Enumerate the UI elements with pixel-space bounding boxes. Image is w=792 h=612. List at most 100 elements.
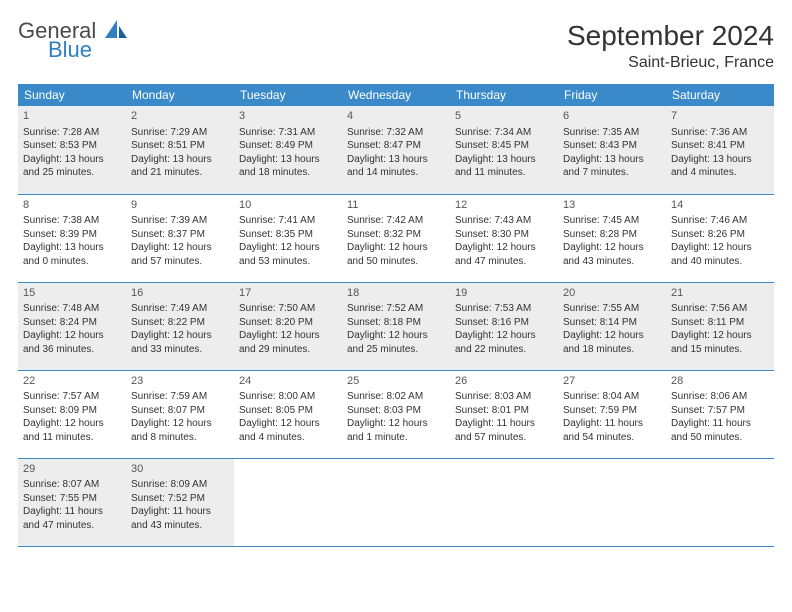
sunset-line: Sunset: 8:53 PM <box>23 139 121 153</box>
calendar-cell: 10Sunrise: 7:41 AMSunset: 8:35 PMDayligh… <box>234 194 342 282</box>
daylight-line: Daylight: 12 hours and 43 minutes. <box>563 241 661 268</box>
calendar-cell: 15Sunrise: 7:48 AMSunset: 8:24 PMDayligh… <box>18 282 126 370</box>
month-title: September 2024 <box>567 20 774 52</box>
logo-text-block: General Blue <box>18 20 127 61</box>
calendar-cell: 25Sunrise: 8:02 AMSunset: 8:03 PMDayligh… <box>342 370 450 458</box>
sunrise-line: Sunrise: 7:32 AM <box>347 126 445 140</box>
sunset-line: Sunset: 7:59 PM <box>563 404 661 418</box>
weekday-row: SundayMondayTuesdayWednesdayThursdayFrid… <box>18 84 774 106</box>
day-number: 30 <box>131 462 229 477</box>
calendar-cell <box>666 458 774 546</box>
sunrise-line: Sunrise: 7:43 AM <box>455 214 553 228</box>
sunrise-line: Sunrise: 7:31 AM <box>239 126 337 140</box>
calendar-cell: 23Sunrise: 7:59 AMSunset: 8:07 PMDayligh… <box>126 370 234 458</box>
daylight-line: Daylight: 12 hours and 50 minutes. <box>347 241 445 268</box>
weekday-header: Friday <box>558 84 666 106</box>
day-number: 15 <box>23 286 121 301</box>
calendar-cell: 17Sunrise: 7:50 AMSunset: 8:20 PMDayligh… <box>234 282 342 370</box>
day-number: 22 <box>23 374 121 389</box>
daylight-line: Daylight: 12 hours and 1 minute. <box>347 417 445 444</box>
sunset-line: Sunset: 7:55 PM <box>23 492 121 506</box>
sunrise-line: Sunrise: 7:34 AM <box>455 126 553 140</box>
logo-blue: Blue <box>48 39 127 61</box>
daylight-line: Daylight: 13 hours and 7 minutes. <box>563 153 661 180</box>
sunset-line: Sunset: 8:47 PM <box>347 139 445 153</box>
sunrise-line: Sunrise: 7:29 AM <box>131 126 229 140</box>
daylight-line: Daylight: 11 hours and 47 minutes. <box>23 505 121 532</box>
sunset-line: Sunset: 8:37 PM <box>131 228 229 242</box>
daylight-line: Daylight: 12 hours and 47 minutes. <box>455 241 553 268</box>
logo-sail-icon <box>105 25 127 42</box>
sunrise-line: Sunrise: 7:39 AM <box>131 214 229 228</box>
sunset-line: Sunset: 8:11 PM <box>671 316 769 330</box>
day-number: 23 <box>131 374 229 389</box>
day-number: 9 <box>131 198 229 213</box>
daylight-line: Daylight: 12 hours and 40 minutes. <box>671 241 769 268</box>
calendar-body: 1Sunrise: 7:28 AMSunset: 8:53 PMDaylight… <box>18 106 774 546</box>
header: General Blue September 2024 Saint-Brieuc… <box>18 20 774 72</box>
daylight-line: Daylight: 12 hours and 25 minutes. <box>347 329 445 356</box>
sunrise-line: Sunrise: 8:07 AM <box>23 478 121 492</box>
weekday-header: Tuesday <box>234 84 342 106</box>
sunset-line: Sunset: 7:52 PM <box>131 492 229 506</box>
calendar-cell: 28Sunrise: 8:06 AMSunset: 7:57 PMDayligh… <box>666 370 774 458</box>
day-number: 3 <box>239 109 337 124</box>
daylight-line: Daylight: 13 hours and 14 minutes. <box>347 153 445 180</box>
day-number: 2 <box>131 109 229 124</box>
day-number: 27 <box>563 374 661 389</box>
calendar-cell: 22Sunrise: 7:57 AMSunset: 8:09 PMDayligh… <box>18 370 126 458</box>
sunset-line: Sunset: 8:51 PM <box>131 139 229 153</box>
sunset-line: Sunset: 8:03 PM <box>347 404 445 418</box>
location: Saint-Brieuc, France <box>567 54 774 72</box>
sunrise-line: Sunrise: 7:45 AM <box>563 214 661 228</box>
day-number: 24 <box>239 374 337 389</box>
day-number: 26 <box>455 374 553 389</box>
sunrise-line: Sunrise: 8:03 AM <box>455 390 553 404</box>
sunrise-line: Sunrise: 7:35 AM <box>563 126 661 140</box>
weekday-header: Monday <box>126 84 234 106</box>
calendar-cell: 30Sunrise: 8:09 AMSunset: 7:52 PMDayligh… <box>126 458 234 546</box>
sunrise-line: Sunrise: 7:48 AM <box>23 302 121 316</box>
daylight-line: Daylight: 11 hours and 57 minutes. <box>455 417 553 444</box>
daylight-line: Daylight: 12 hours and 53 minutes. <box>239 241 337 268</box>
calendar-cell <box>558 458 666 546</box>
calendar-cell: 29Sunrise: 8:07 AMSunset: 7:55 PMDayligh… <box>18 458 126 546</box>
sunset-line: Sunset: 8:07 PM <box>131 404 229 418</box>
sunrise-line: Sunrise: 8:06 AM <box>671 390 769 404</box>
daylight-line: Daylight: 12 hours and 8 minutes. <box>131 417 229 444</box>
calendar-cell: 20Sunrise: 7:55 AMSunset: 8:14 PMDayligh… <box>558 282 666 370</box>
calendar-cell: 11Sunrise: 7:42 AMSunset: 8:32 PMDayligh… <box>342 194 450 282</box>
calendar-row: 15Sunrise: 7:48 AMSunset: 8:24 PMDayligh… <box>18 282 774 370</box>
calendar-cell: 27Sunrise: 8:04 AMSunset: 7:59 PMDayligh… <box>558 370 666 458</box>
logo: General Blue <box>18 20 127 61</box>
weekday-header: Sunday <box>18 84 126 106</box>
sunset-line: Sunset: 8:18 PM <box>347 316 445 330</box>
sunset-line: Sunset: 8:09 PM <box>23 404 121 418</box>
sunrise-line: Sunrise: 8:00 AM <box>239 390 337 404</box>
calendar-cell: 16Sunrise: 7:49 AMSunset: 8:22 PMDayligh… <box>126 282 234 370</box>
sunrise-line: Sunrise: 8:02 AM <box>347 390 445 404</box>
sunset-line: Sunset: 8:24 PM <box>23 316 121 330</box>
daylight-line: Daylight: 11 hours and 43 minutes. <box>131 505 229 532</box>
day-number: 20 <box>563 286 661 301</box>
daylight-line: Daylight: 11 hours and 50 minutes. <box>671 417 769 444</box>
daylight-line: Daylight: 12 hours and 36 minutes. <box>23 329 121 356</box>
sunrise-line: Sunrise: 7:57 AM <box>23 390 121 404</box>
day-number: 4 <box>347 109 445 124</box>
sunrise-line: Sunrise: 7:28 AM <box>23 126 121 140</box>
daylight-line: Daylight: 12 hours and 15 minutes. <box>671 329 769 356</box>
day-number: 12 <box>455 198 553 213</box>
day-number: 7 <box>671 109 769 124</box>
calendar-table: SundayMondayTuesdayWednesdayThursdayFrid… <box>18 84 774 547</box>
sunset-line: Sunset: 8:14 PM <box>563 316 661 330</box>
day-number: 5 <box>455 109 553 124</box>
sunset-line: Sunset: 8:30 PM <box>455 228 553 242</box>
calendar-row: 1Sunrise: 7:28 AMSunset: 8:53 PMDaylight… <box>18 106 774 194</box>
daylight-line: Daylight: 12 hours and 33 minutes. <box>131 329 229 356</box>
sunset-line: Sunset: 8:45 PM <box>455 139 553 153</box>
sunrise-line: Sunrise: 7:42 AM <box>347 214 445 228</box>
sunset-line: Sunset: 8:39 PM <box>23 228 121 242</box>
calendar-cell <box>234 458 342 546</box>
calendar-cell: 1Sunrise: 7:28 AMSunset: 8:53 PMDaylight… <box>18 106 126 194</box>
sunset-line: Sunset: 8:41 PM <box>671 139 769 153</box>
